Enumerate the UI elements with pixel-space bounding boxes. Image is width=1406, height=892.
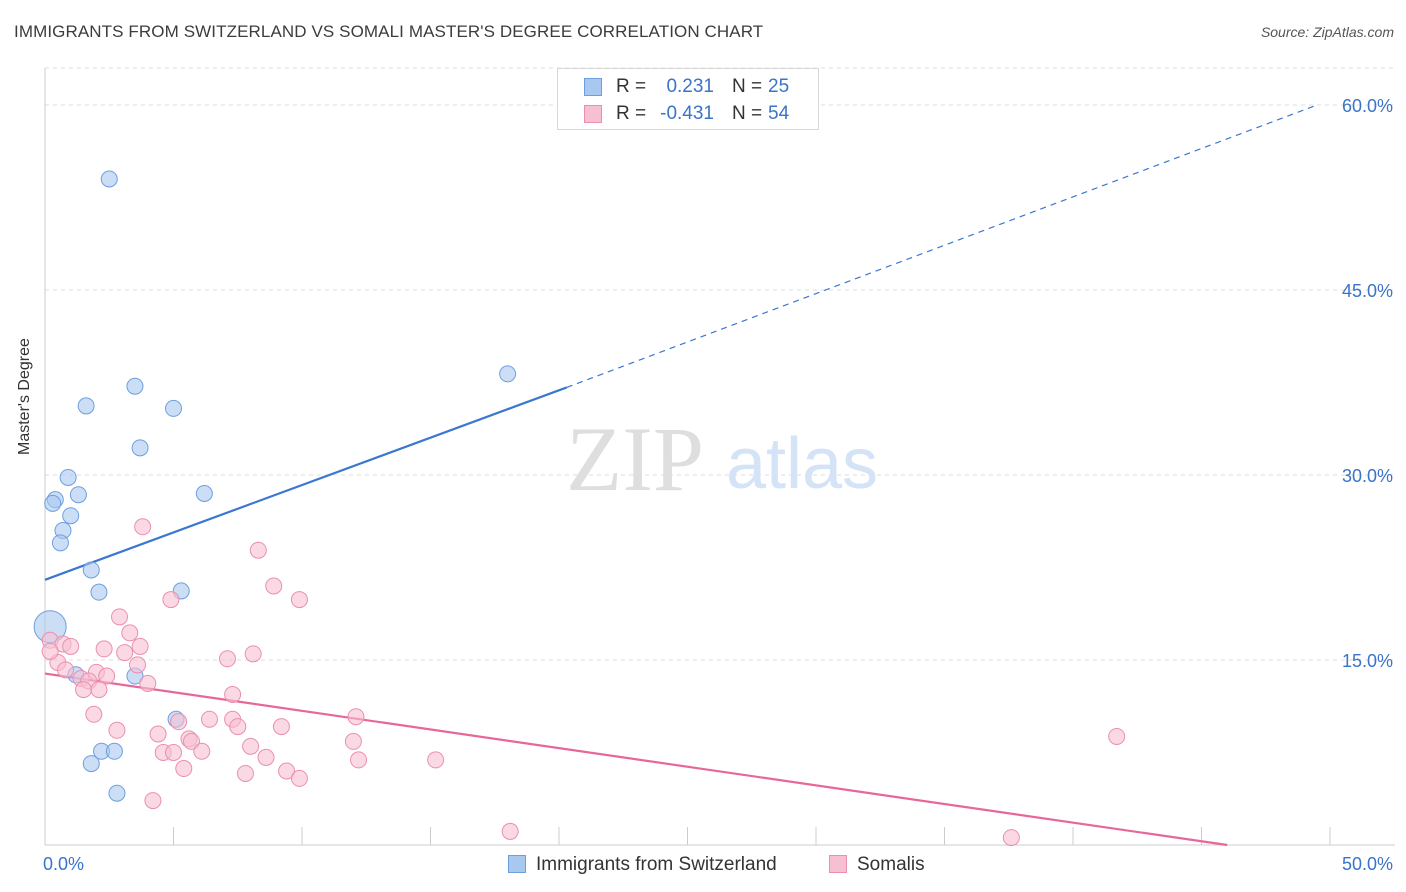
point-switzerland — [165, 399, 182, 417]
point-somalis — [1002, 829, 1020, 847]
r-value: -0.431 — [660, 103, 714, 124]
n-value: 25 — [768, 76, 790, 97]
point-somalis — [242, 737, 260, 755]
point-somalis — [200, 710, 218, 728]
legend-item-somalis[interactable]: Somalis — [829, 852, 925, 876]
point-switzerland — [90, 583, 108, 601]
point-somalis — [129, 656, 147, 674]
point-somalis — [1108, 727, 1126, 745]
r-label: R = — [616, 103, 647, 124]
point-somalis — [290, 591, 308, 609]
point-somalis — [249, 541, 267, 559]
point-somalis — [134, 518, 152, 536]
point-somalis — [41, 642, 59, 660]
watermark-zip: ZIP — [566, 408, 704, 510]
point-somalis — [350, 751, 368, 769]
point-switzerland — [100, 170, 118, 188]
correlation-stats-box: R = 0.231 N = 25 R = -0.431 N = 54 — [557, 68, 819, 130]
point-somalis — [244, 645, 262, 663]
swatch-switzerland — [584, 78, 602, 96]
point-switzerland — [105, 742, 123, 760]
point-switzerland — [108, 784, 126, 802]
y-tick-label: 15.0% — [1342, 651, 1393, 671]
point-somalis — [95, 640, 113, 658]
source-attribution: Source: ZipAtlas.com — [1260, 24, 1394, 40]
point-somalis — [149, 725, 167, 743]
point-somalis — [85, 705, 103, 723]
point-somalis — [344, 732, 362, 750]
point-switzerland — [131, 439, 149, 457]
legend-label-switzerland: Immigrants from Switzerland — [536, 854, 777, 875]
point-switzerland — [82, 755, 100, 773]
point-somalis — [257, 748, 275, 766]
x-tick-label: 50.0% — [1342, 854, 1393, 874]
y-tick-label: 60.0% — [1342, 96, 1393, 116]
point-somalis — [347, 708, 365, 726]
y-axis-label: Master's Degree — [16, 338, 33, 455]
legend-swatch-switzerland — [508, 855, 526, 873]
point-somalis — [165, 744, 182, 761]
data-points — [33, 170, 1126, 847]
point-switzerland — [69, 486, 87, 504]
legend-item-switzerland[interactable]: Immigrants from Switzerland — [508, 852, 777, 876]
point-somalis — [175, 760, 193, 778]
point-somalis — [229, 718, 247, 736]
y-tick-label: 30.0% — [1342, 466, 1393, 486]
chart-title: IMMIGRANTS FROM SWITZERLAND VS SOMALI MA… — [14, 22, 764, 41]
trend-line-switzerland-extension — [566, 104, 1318, 388]
trend-lines — [44, 104, 1318, 847]
point-somalis — [272, 718, 290, 736]
point-somalis — [121, 624, 139, 642]
point-somalis — [224, 686, 242, 704]
gridlines — [45, 67, 1395, 661]
point-switzerland — [51, 534, 69, 552]
point-somalis — [111, 608, 129, 626]
n-value: 54 — [768, 103, 790, 124]
point-somalis — [57, 661, 75, 679]
point-somalis — [116, 644, 134, 662]
point-switzerland — [62, 507, 80, 525]
y-tick-label: 45.0% — [1342, 281, 1393, 301]
point-somalis — [182, 732, 200, 750]
watermark-atlas: atlas — [726, 424, 878, 504]
point-switzerland — [195, 485, 213, 502]
n-label: N = — [732, 76, 763, 97]
point-switzerland — [82, 561, 100, 579]
point-somalis — [131, 637, 149, 655]
point-somalis — [501, 822, 519, 840]
n-label: N = — [732, 103, 763, 124]
point-switzerland — [77, 397, 95, 415]
point-somalis — [108, 721, 126, 739]
legend-swatch-somalis — [829, 855, 847, 873]
point-somalis — [90, 681, 108, 699]
point-somalis — [427, 751, 445, 769]
axes — [44, 68, 1395, 846]
x-tick-label: 0.0% — [43, 854, 84, 874]
point-somalis — [278, 762, 296, 780]
trend-line-somalis — [44, 672, 1228, 847]
trend-line-switzerland — [44, 386, 568, 581]
point-switzerland — [44, 494, 62, 512]
point-somalis — [218, 650, 236, 668]
point-switzerland — [59, 468, 77, 486]
point-somalis — [265, 577, 283, 595]
swatch-somalis — [584, 105, 602, 123]
point-somalis — [193, 742, 211, 760]
point-switzerland — [126, 377, 144, 395]
r-value: 0.231 — [666, 76, 714, 97]
legend-label-somalis: Somalis — [857, 854, 925, 875]
point-somalis — [170, 713, 188, 731]
point-somalis — [162, 591, 180, 609]
r-label: R = — [616, 76, 647, 97]
tick-labels: 15.0% 30.0% 45.0% 60.0% 0.0% 50.0% — [43, 96, 1393, 874]
point-somalis — [236, 764, 254, 782]
point-somalis — [144, 792, 162, 810]
point-somalis — [75, 681, 93, 699]
point-somalis — [139, 674, 157, 692]
point-switzerland — [499, 365, 517, 383]
point-somalis — [98, 667, 116, 685]
point-somalis — [290, 769, 308, 787]
point-somalis — [62, 637, 80, 655]
